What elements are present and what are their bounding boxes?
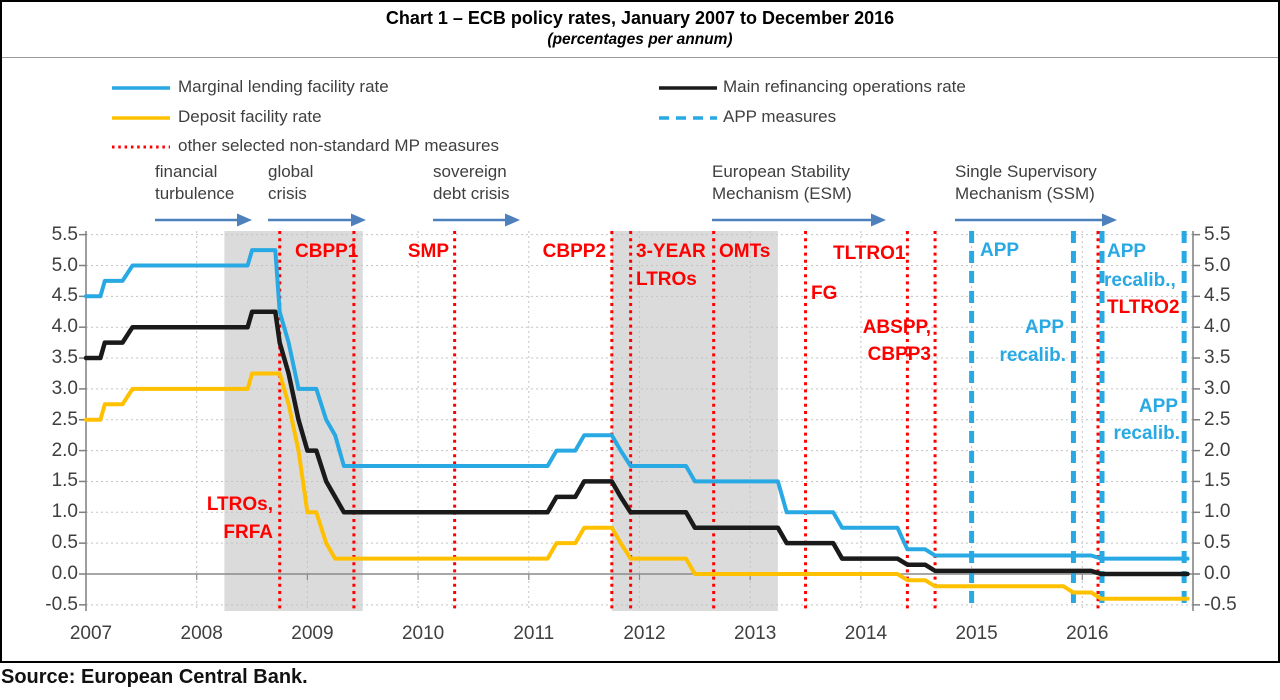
series-line-1 — [83, 309, 1190, 577]
era-arrow-head — [505, 213, 520, 227]
era-arrow-head — [871, 213, 886, 227]
chart-header: Chart 1 – ECB policy rates, January 2007… — [2, 2, 1278, 58]
recession-band — [611, 231, 778, 611]
era-arrow-head — [1102, 213, 1117, 227]
series-line-0 — [84, 248, 1190, 561]
source-note: Source: European Central Bank. — [1, 666, 308, 688]
chart-title: Chart 1 – ECB policy rates, January 2007… — [385, 8, 895, 28]
era-arrow-head — [237, 213, 252, 227]
chart-subtitle: (percentages per annum) — [547, 31, 733, 48]
chart-plot — [79, 86, 1200, 611]
era-arrow-head — [351, 213, 366, 227]
series-line-2 — [84, 371, 1190, 601]
